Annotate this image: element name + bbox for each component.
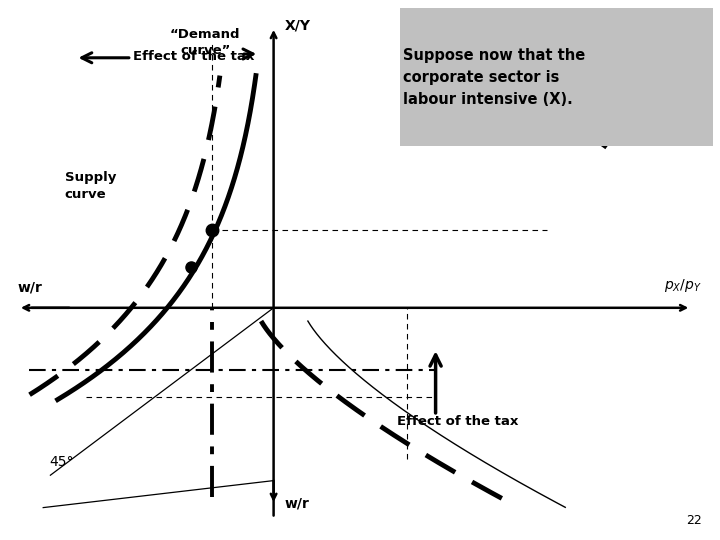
Text: Supply
curve: Supply curve xyxy=(65,171,116,201)
FancyBboxPatch shape xyxy=(400,8,713,146)
Text: Suppose now that the
corporate sector is
labour intensive (X).: Suppose now that the corporate sector is… xyxy=(403,48,585,107)
Text: $p_X/p_Y$: $p_X/p_Y$ xyxy=(664,278,702,294)
Text: w/r: w/r xyxy=(18,280,43,294)
Text: Effect of the tax: Effect of the tax xyxy=(397,415,518,428)
Text: 22: 22 xyxy=(686,514,702,526)
Text: “Demand
curve”: “Demand curve” xyxy=(170,28,240,57)
Text: X/Y: X/Y xyxy=(284,19,310,33)
Text: Effect of the tax: Effect of the tax xyxy=(133,50,255,63)
Text: 45°: 45° xyxy=(49,455,73,469)
Text: w/r: w/r xyxy=(284,496,310,510)
